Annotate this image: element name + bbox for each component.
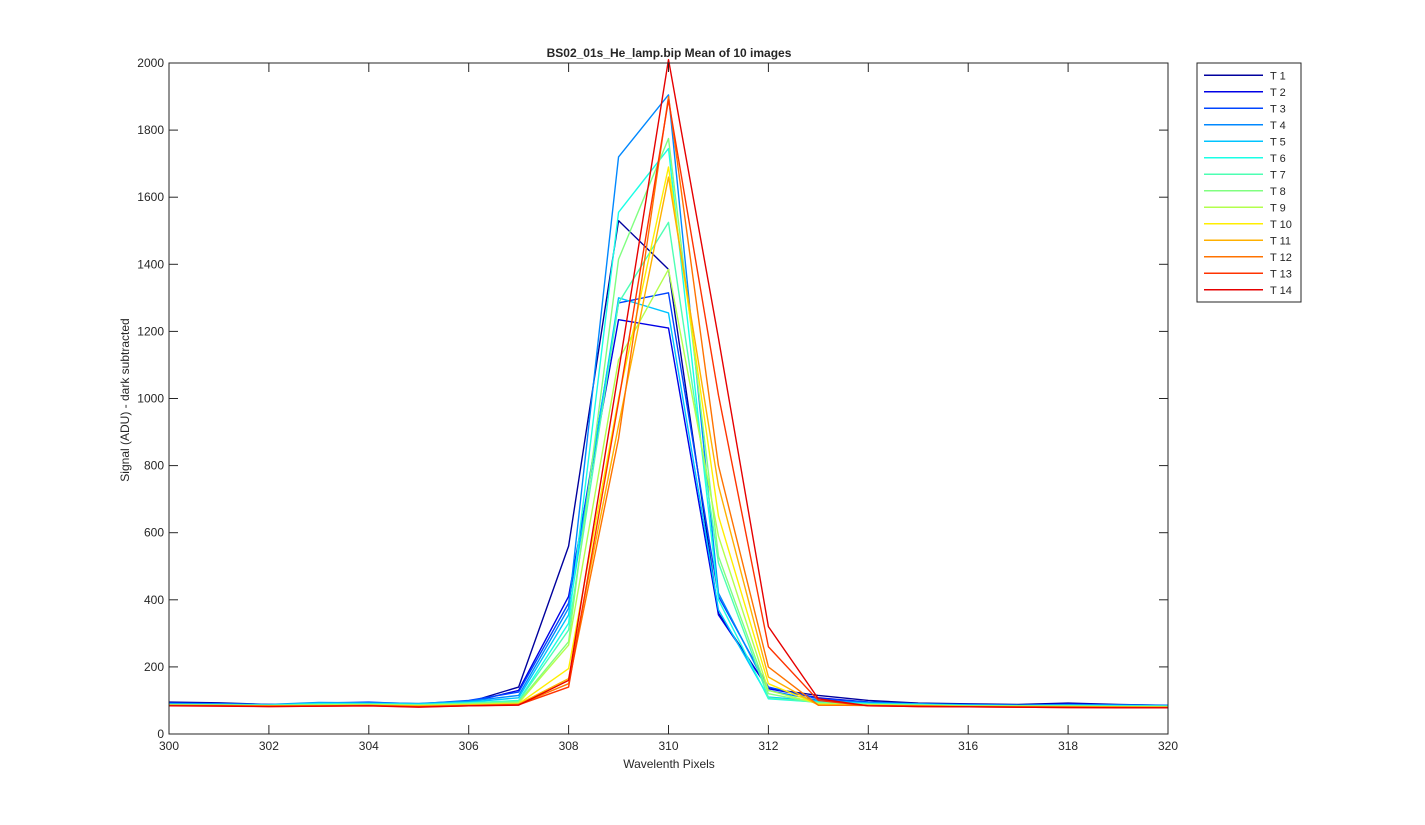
legend-entry-label: T 13 (1270, 268, 1292, 280)
legend-entry-label: T 5 (1270, 136, 1286, 148)
legend-entry-label: T 1 (1270, 70, 1286, 82)
x-tick-label: 312 (758, 739, 778, 753)
y-tick-label: 1200 (137, 324, 164, 338)
y-tick-label: 800 (144, 459, 164, 473)
y-tick-label: 400 (144, 593, 164, 607)
legend-entry-label: T 14 (1270, 285, 1292, 297)
legend-entry-label: T 12 (1270, 252, 1292, 264)
legend-box (1196, 62, 1302, 303)
legend-entry-label: T 10 (1270, 219, 1292, 231)
x-tick-label: 300 (159, 739, 179, 753)
y-tick-label: 0 (157, 727, 164, 741)
y-tick-label: 200 (144, 660, 164, 674)
y-tick-label: 1600 (137, 190, 164, 204)
y-axis-label: Signal (ADU) - dark subtracted (118, 318, 132, 481)
x-tick-label: 320 (1158, 739, 1178, 753)
x-tick-label: 302 (259, 739, 279, 753)
x-tick-label: 310 (658, 739, 678, 753)
x-tick-label: 314 (858, 739, 878, 753)
y-tick-label: 600 (144, 526, 164, 540)
legend-entry-label: T 2 (1270, 87, 1286, 99)
x-tick-label: 306 (459, 739, 479, 753)
x-tick-label: 308 (559, 739, 579, 753)
chart-title: BS02_01s_He_lamp.bip Mean of 10 images (547, 46, 792, 60)
legend-entry-label: T 7 (1270, 169, 1286, 181)
y-tick-label: 2000 (137, 56, 164, 70)
y-tick-label: 1000 (137, 392, 164, 406)
plot-area: 300 302 304 306 308 310 312 314 316 318 320 0 200 400… (137, 56, 1178, 753)
x-tick-label: 304 (359, 739, 379, 753)
legend-entry-label: T 8 (1270, 186, 1286, 198)
x-tick-label: 316 (958, 739, 978, 753)
legend-entry-label: T 9 (1270, 202, 1286, 214)
legend-entry-label: T 3 (1270, 103, 1286, 115)
legend-entry-label: T 6 (1270, 153, 1286, 165)
x-tick-label: 318 (1058, 739, 1078, 753)
legend-entry-label: T 4 (1270, 120, 1286, 132)
legend: T 1 T 2 T 3 T 4 T 5 T 6 T 7 T 8 T 9 T 10 T 11 T 12 T… (1196, 62, 1302, 303)
axes-background (169, 63, 1168, 734)
legend-entry-label: T 11 (1270, 235, 1291, 247)
y-tick-label: 1800 (137, 123, 164, 137)
y-tick-label: 1400 (137, 257, 164, 271)
x-axis-label: Wavelenth Pixels (623, 757, 715, 771)
series-line-t14 (168, 58, 1168, 709)
